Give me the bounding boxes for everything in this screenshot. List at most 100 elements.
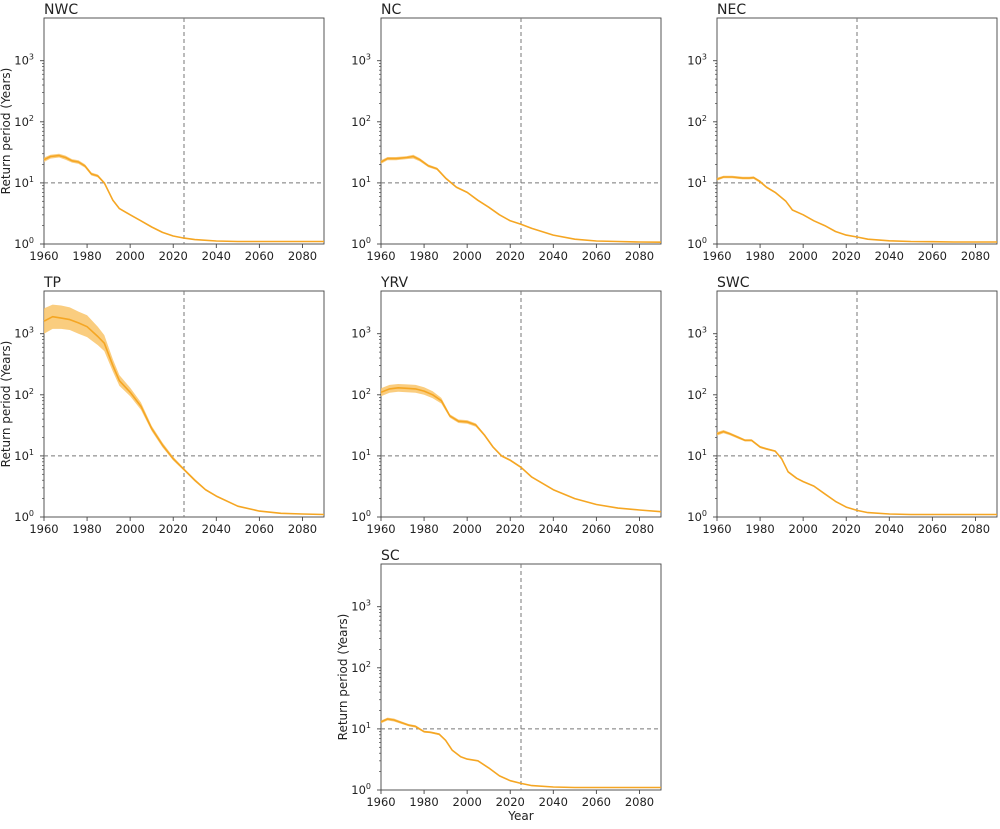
x-tick-label: 2040 — [202, 249, 231, 263]
y-tick-exponent: 3 — [702, 326, 707, 335]
y-tick-exponent: 3 — [366, 53, 371, 62]
y-tick-exponent: 1 — [702, 448, 707, 457]
x-tick-label: 2020 — [832, 249, 861, 263]
series-line — [43, 154, 324, 243]
x-tick-label: 2000 — [453, 795, 482, 809]
x-tick-label: 2080 — [288, 522, 317, 536]
y-tick-label: 101 — [14, 175, 34, 190]
x-tick-label: 2000 — [789, 249, 818, 263]
y-tick-base: 10 — [351, 327, 366, 341]
x-tick-label: 2040 — [539, 522, 568, 536]
x-tick-label: 2020 — [159, 249, 188, 263]
y-tick-label: 102 — [14, 114, 34, 129]
x-tick-label: 2020 — [496, 795, 525, 809]
series-band — [44, 153, 324, 242]
y-tick-exponent: 3 — [29, 326, 34, 335]
y-tick-label: 103 — [687, 53, 707, 68]
x-tick-label: 1960 — [366, 249, 395, 263]
x-tick-label: 2040 — [875, 522, 904, 536]
y-tick-label: 102 — [351, 114, 371, 129]
y-tick-label: 103 — [351, 599, 371, 614]
y-tick-exponent: 2 — [366, 114, 371, 123]
panel-title: SC — [381, 548, 400, 564]
panel-swc: 1960 1980 2000 2020 2040 2060 2080100101102103… — [687, 275, 998, 536]
x-tick-label: 2040 — [539, 795, 568, 809]
y-tick-base: 10 — [351, 722, 366, 736]
x-tick-label: 2040 — [875, 249, 904, 263]
y-tick-base: 10 — [351, 661, 366, 675]
x-tick-label: 2060 — [245, 522, 274, 536]
y-tick-base: 10 — [351, 783, 366, 797]
x-tick-label: 2000 — [116, 522, 145, 536]
x-tick-label: 2060 — [918, 522, 947, 536]
y-tick-exponent: 0 — [29, 236, 34, 245]
panel-nec: 1960 1980 2000 2020 2040 2060 2080100101102103… — [687, 2, 998, 263]
y-axis-label: Return period (Years) — [0, 68, 13, 195]
y-tick-exponent: 0 — [366, 782, 371, 791]
y-tick-base: 10 — [351, 54, 366, 68]
y-tick-exponent: 0 — [702, 236, 707, 245]
x-tick-label: 2080 — [625, 795, 654, 809]
y-tick-exponent: 2 — [29, 387, 34, 396]
x-tick-label: 1960 — [29, 249, 58, 263]
y-tick-exponent: 2 — [702, 387, 707, 396]
panel-title: SWC — [717, 275, 750, 291]
y-tick-label: 102 — [351, 387, 371, 402]
series-line — [380, 387, 662, 513]
x-tick-label: 2020 — [832, 522, 861, 536]
x-tick-label: 2020 — [159, 522, 188, 536]
y-tick-exponent: 1 — [366, 448, 371, 457]
y-tick-exponent: 3 — [366, 326, 371, 335]
series-line — [716, 430, 997, 516]
y-tick-exponent: 2 — [29, 114, 34, 123]
y-tick-label: 103 — [351, 53, 371, 68]
y-tick-exponent: 2 — [702, 114, 707, 123]
y-tick-exponent: 1 — [29, 448, 34, 457]
y-tick-label: 102 — [351, 660, 371, 675]
panel-title: NEC — [717, 2, 746, 18]
x-tick-label: 2060 — [582, 249, 611, 263]
x-tick-label: 1980 — [409, 795, 438, 809]
y-tick-base: 10 — [687, 54, 702, 68]
panel-title: TP — [43, 275, 61, 291]
x-tick-label: 2060 — [582, 795, 611, 809]
y-tick-base: 10 — [351, 510, 366, 524]
x-tick-label: 1960 — [29, 522, 58, 536]
y-tick-label: 101 — [687, 448, 707, 463]
y-tick-label: 103 — [687, 326, 707, 341]
x-tick-label: 1960 — [366, 795, 395, 809]
y-tick-base: 10 — [14, 449, 29, 463]
y-tick-base: 10 — [14, 237, 29, 251]
x-tick-label: 1960 — [702, 249, 731, 263]
y-tick-base: 10 — [351, 237, 366, 251]
x-tick-label: 2080 — [625, 522, 654, 536]
panel-title: NWC — [44, 2, 78, 18]
y-tick-label: 100 — [351, 782, 371, 797]
x-tick-label: 2000 — [453, 522, 482, 536]
y-tick-label: 102 — [687, 114, 707, 129]
panel-nc: 1960 1980 2000 2020 2040 2060 2080100101102103… — [351, 2, 662, 263]
y-tick-exponent: 0 — [366, 236, 371, 245]
y-tick-base: 10 — [351, 600, 366, 614]
series-line — [43, 315, 325, 516]
y-tick-base: 10 — [14, 327, 29, 341]
y-tick-exponent: 2 — [366, 387, 371, 396]
y-tick-exponent: 0 — [702, 509, 707, 518]
panel-title: YRV — [380, 275, 409, 291]
y-tick-base: 10 — [14, 510, 29, 524]
x-tick-label: 2080 — [625, 249, 654, 263]
y-tick-base: 10 — [14, 176, 29, 190]
x-tick-label: 2020 — [496, 522, 525, 536]
y-tick-label: 101 — [351, 175, 371, 190]
x-tick-label: 2000 — [789, 522, 818, 536]
x-tick-label: 2080 — [961, 249, 990, 263]
y-tick-label: 101 — [687, 175, 707, 190]
y-tick-exponent: 1 — [366, 175, 371, 184]
x-axis-label: Year — [507, 809, 533, 823]
y-tick-base: 10 — [687, 237, 702, 251]
series-band — [44, 304, 324, 515]
y-tick-exponent: 3 — [366, 599, 371, 608]
y-tick-base: 10 — [14, 115, 29, 129]
